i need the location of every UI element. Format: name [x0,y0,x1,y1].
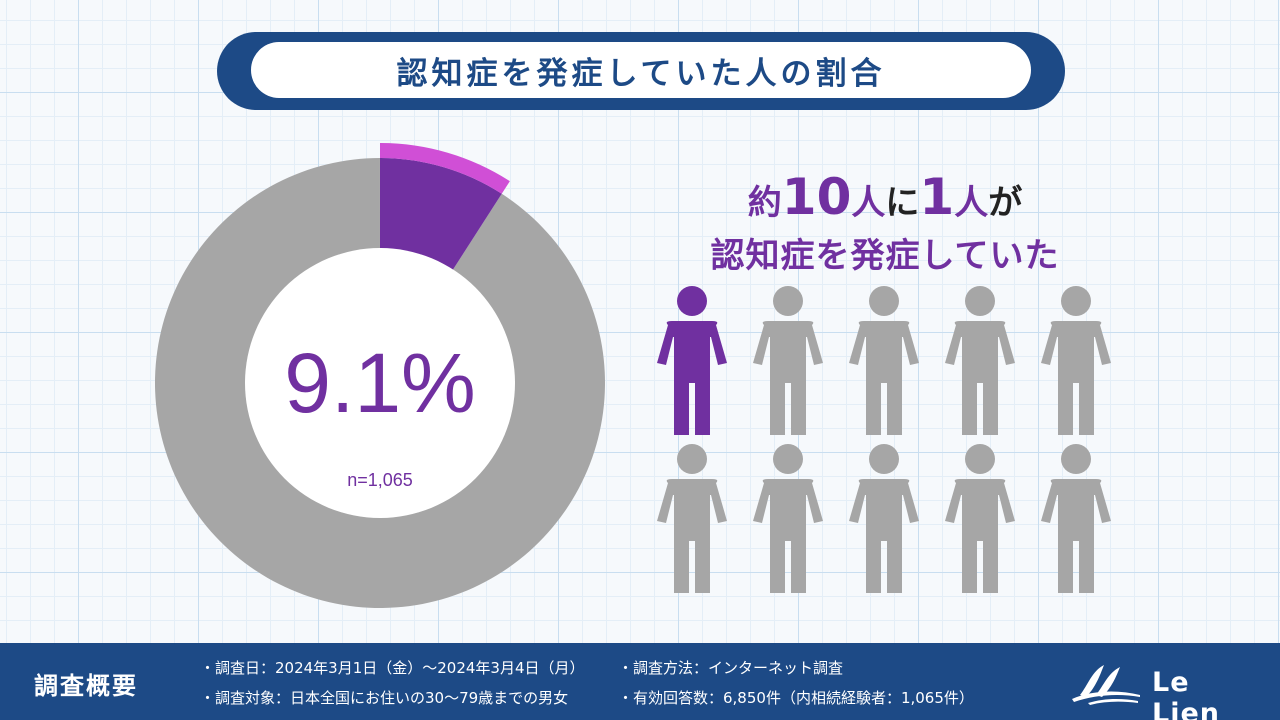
person-icon [753,286,823,435]
le-lien-logo: Le Lien [1066,655,1266,720]
headline-num1: 10 [781,168,852,226]
headline-num2: 1 [919,168,955,226]
title-banner: 認知症を発症していた人の割合 [217,32,1065,110]
footer: 調査概要 ・調査日：2024年3月1日（金）～2024年3月4日（月） ・調査対… [0,643,1280,720]
survey-date: ・調査日：2024年3月1日（金）～2024年3月4日（月） [200,659,585,677]
headline: 約10人に1人が 認知症を発症していた [650,168,1120,280]
headline-mid: に [885,183,920,223]
person-icon [1041,286,1111,435]
headline-unit2: 人 [954,183,989,223]
footer-label: 調査概要 [34,672,138,700]
headline-suffix: が [988,183,1023,223]
person-icon [849,286,919,435]
donut-chart: 9.1% n=1,065 [154,143,605,608]
person-icon-highlighted [657,286,727,435]
person-icon [945,286,1015,435]
person-icon [945,444,1015,593]
survey-method: ・調査方法：インターネット調査 [618,659,844,677]
page-title: 認知症を発症していた人の割合 [251,42,1031,98]
headline-line1: 約10人に1人が [650,168,1120,232]
headline-line2: 認知症を発症していた [710,236,1060,276]
logo-text: Le Lien [1152,667,1220,720]
valid-responses: ・有効回答数：6,850件（内相続経験者：1,065件） [618,689,974,707]
people-pictogram [657,286,1111,593]
center-percent-label: 9.1% [284,336,475,430]
person-icon [1041,444,1111,593]
logo-icon [1072,665,1140,705]
sample-size-label: n=1,065 [347,470,413,490]
person-icon [657,444,727,593]
headline-prefix: 約 [747,183,782,223]
donut-slice-highlight-accent [380,143,510,194]
person-icon [753,444,823,593]
person-icon [849,444,919,593]
donut-hole [245,248,515,518]
headline-unit1: 人 [851,183,886,223]
survey-target: ・調査対象：日本全国にお住いの30～79歳までの男女 [200,689,569,707]
